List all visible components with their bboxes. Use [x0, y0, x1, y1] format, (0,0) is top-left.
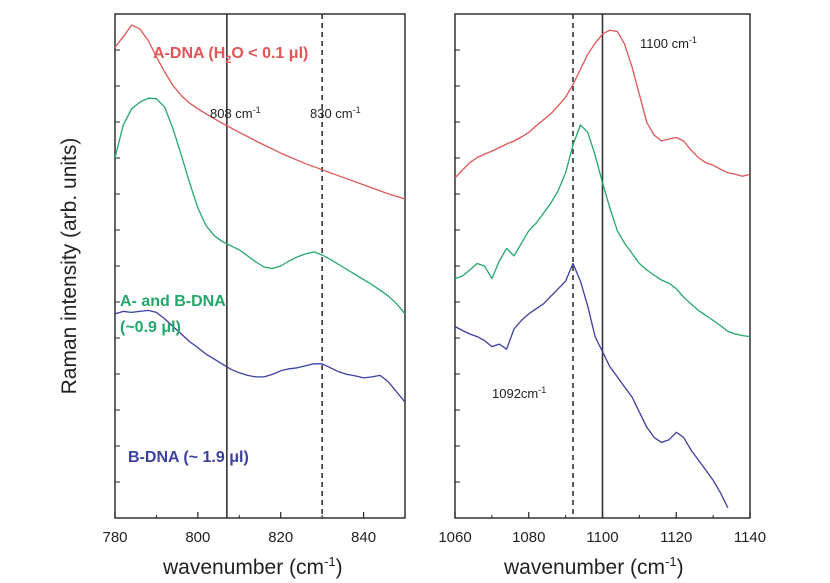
- right-series-lines: [454, 29, 751, 509]
- left-plot-frame: [114, 13, 406, 519]
- left-xtick-label-820: 820: [268, 529, 293, 546]
- left-series-lines: [114, 24, 406, 403]
- right-panel: 1060 1080 1100 1120 1140 1100 cm-1 1092cm-1 …: [438, 13, 766, 579]
- left-xtick-label-840: 840: [351, 529, 376, 546]
- left-xtick-label-800: 800: [185, 529, 210, 546]
- series-label-ab-dna-line2: (~0.9 μl): [120, 319, 181, 336]
- left-series-a-dna: [114, 24, 406, 200]
- right-xtick-label-1060: 1060: [438, 529, 471, 546]
- left-xtick-label-780: 780: [102, 529, 127, 546]
- left-panel: 780 800 820 840 808 cm-1 830 cm-1 A-DNA (H2…: [58, 13, 406, 579]
- right-x-axis-title: wavenumber (cm-1): [503, 554, 684, 579]
- right-xtick-label-1140: 1140: [734, 529, 766, 546]
- left-reference-lines: [226, 14, 323, 518]
- left-x-axis-title: wavenumber (cm-1): [162, 554, 343, 579]
- right-vline-label-1092: 1092cm-1: [492, 385, 546, 401]
- right-xtick-label-1080: 1080: [512, 529, 545, 546]
- left-vline-label-808: 808 cm-1: [210, 105, 261, 121]
- right-reference-lines: [572, 14, 604, 518]
- right-series-a-dna: [454, 29, 751, 179]
- series-label-a-dna: A-DNA (H2O < 0.1 μl): [153, 45, 308, 66]
- right-series-b-dna: [454, 262, 729, 509]
- right-series-a-and-b-dna: [454, 124, 751, 338]
- right-xtick-label-1120: 1120: [660, 529, 692, 546]
- right-x-ticks: 1060 1080 1100 1120 1140: [438, 512, 766, 546]
- right-xtick-label-1100: 1100: [586, 529, 618, 546]
- right-vline-label-1100: 1100 cm-1: [640, 35, 697, 51]
- left-vline-label-830: 830 cm-1: [310, 105, 361, 121]
- y-axis-title: Raman intensity (arb. units): [58, 138, 81, 395]
- left-y-ticks: [115, 49, 120, 483]
- series-label-ab-dna-line1: A- and B-DNA: [120, 293, 226, 310]
- left-series-a-and-b-dna: [114, 97, 406, 315]
- series-label-b-dna: B-DNA (~ 1.9 μl): [128, 449, 249, 466]
- right-y-ticks: [455, 49, 460, 483]
- left-series-b-dna: [114, 309, 406, 403]
- left-x-ticks: 780 800 820 840: [102, 512, 376, 546]
